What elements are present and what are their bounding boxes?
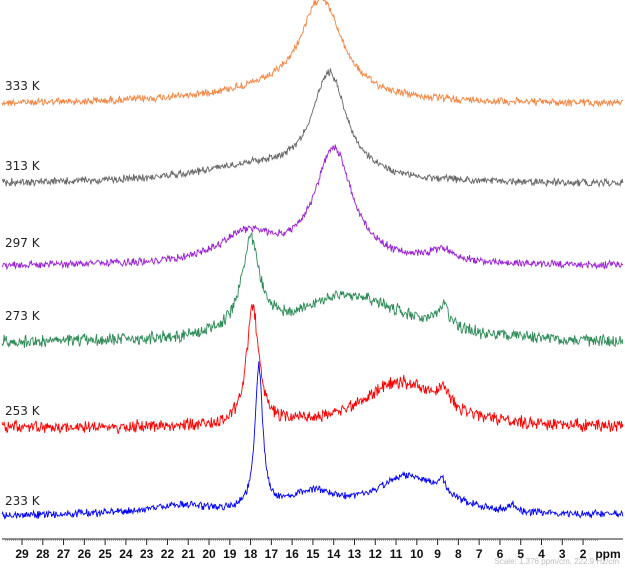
- scale-note: Scale: 1.376 ppm/cm, 222.9 Hz/cm: [494, 557, 620, 566]
- series-label-253k: 253 K: [5, 404, 40, 418]
- spectrum-trace-297k: [1, 144, 624, 271]
- x-tick-label: 3: [559, 547, 566, 561]
- x-tick-label: 16: [285, 547, 299, 561]
- x-tick-label: 13: [348, 547, 362, 561]
- spectrum-trace-233k: [1, 361, 624, 520]
- x-tick-label: 25: [98, 547, 112, 561]
- spectrum-trace-313k: [1, 68, 624, 188]
- x-tick-label: 27: [57, 547, 71, 561]
- x-tick-label: 26: [78, 547, 92, 561]
- x-tick-label: 8: [455, 547, 462, 561]
- x-axis: 29 28 27 26 25 24 23 22 21 20 19 18 17 16 15 14 13 12 11 10…: [2, 538, 623, 561]
- x-tick-label: 18: [244, 547, 258, 561]
- x-tick-label: 10: [410, 547, 424, 561]
- spectrum-trace-333k: [1, 0, 624, 108]
- x-tick-label: 7: [476, 547, 483, 561]
- x-tick-label: 12: [369, 547, 383, 561]
- x-tick-label: 20: [202, 547, 216, 561]
- x-tick-label: 4: [538, 547, 545, 561]
- spectrum-trace-273k: [1, 231, 624, 348]
- series-label-297k: 297 K: [5, 236, 40, 250]
- spectra-traces: [1, 0, 624, 520]
- x-tick-label: 29: [15, 547, 29, 561]
- x-tick-label: 9: [434, 547, 441, 561]
- x-tick-label: 14: [327, 547, 341, 561]
- series-label-313k: 313 K: [5, 159, 40, 173]
- x-tick-label: 17: [265, 547, 279, 561]
- x-axis-unit-label: ppm: [595, 547, 620, 561]
- x-tick-label: 28: [36, 547, 50, 561]
- series-label-333k: 333 K: [5, 79, 40, 93]
- x-tick-label: 21: [182, 547, 196, 561]
- spectrum-trace-253k: [1, 303, 624, 435]
- x-tick-label: 22: [161, 547, 175, 561]
- series-label-233k: 233 K: [5, 494, 40, 508]
- x-tick-label: 23: [140, 547, 154, 561]
- x-tick-label: 24: [119, 547, 133, 561]
- x-tick-label: 2: [580, 547, 587, 561]
- x-tick-label: 5: [517, 547, 524, 561]
- x-tick-label: 11: [390, 547, 403, 561]
- x-tick-label: 19: [223, 547, 237, 561]
- x-tick-label: 6: [497, 547, 504, 561]
- x-tick-label: 15: [306, 547, 320, 561]
- series-label-273k: 273 K: [5, 309, 40, 323]
